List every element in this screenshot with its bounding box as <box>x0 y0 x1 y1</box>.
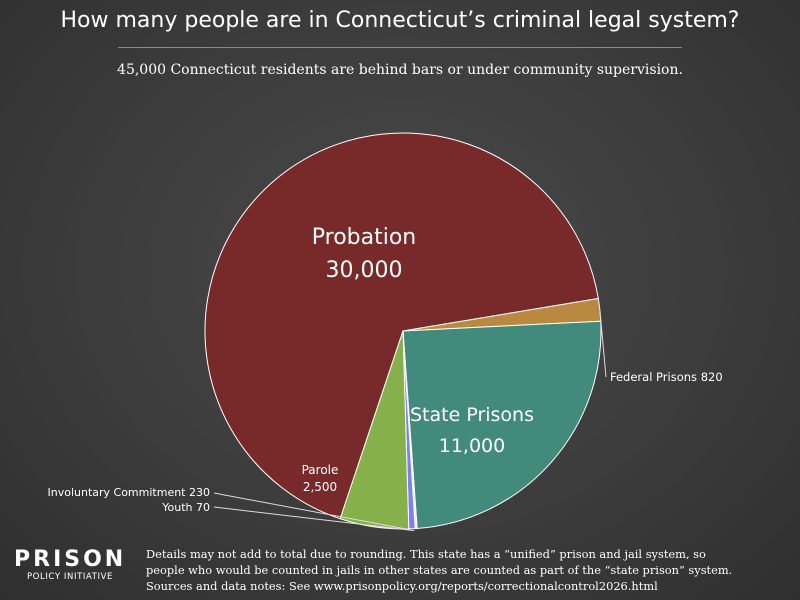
label-probation-name: Probation <box>312 225 417 250</box>
chart-subtitle: 45,000 Connecticut residents are behind … <box>117 62 683 78</box>
label-involuntary-commitment-value: 230 <box>189 486 210 499</box>
prison-policy-logo: PRISON POLICY INITIATIVE <box>14 548 126 583</box>
title-divider <box>118 47 682 48</box>
label-youth: Youth 70 <box>161 501 210 514</box>
label-parole-name: Parole <box>302 463 339 477</box>
label-federal-prisons: Federal Prisons 820 <box>610 370 723 384</box>
data-notes: Details may not add to total due to roun… <box>146 546 796 594</box>
leader-line-involuntary-commitment <box>213 492 411 531</box>
notes-line-3: Sources and data notes: See www.prisonpo… <box>146 579 658 593</box>
leader-lines <box>213 309 607 532</box>
label-state-prisons-name: State Prisons <box>410 404 534 426</box>
logo-sub-text: POLICY INITIATIVE <box>26 572 114 582</box>
label-involuntary-commitment: Involuntary Commitment 230 <box>47 486 210 499</box>
leader-line-youth <box>213 506 415 532</box>
label-federal-prisons-value: 820 <box>701 370 723 384</box>
notes-line-2: people who would be counted in jails in … <box>146 563 733 577</box>
notes-line-1: Details may not add to total due to roun… <box>146 547 706 561</box>
label-federal-prisons-name: Federal Prisons <box>610 370 697 384</box>
pie-slices <box>204 132 602 530</box>
pie-slice-probation <box>204 132 599 520</box>
label-involuntary-commitment-name: Involuntary Commitment <box>47 486 186 499</box>
label-youth-name: Youth <box>161 501 192 514</box>
leader-line-federal-prisons <box>599 309 607 378</box>
chart-title: How many people are in Connecticut’s cri… <box>60 8 740 33</box>
pie-slice-parole <box>339 330 410 530</box>
pie-slice-state-prisons <box>402 320 602 529</box>
label-parole-value: 2,500 <box>303 480 337 494</box>
label-youth-value: 70 <box>196 501 210 514</box>
label-probation-value: 30,000 <box>326 258 403 283</box>
logo-main-text: PRISON <box>14 547 127 572</box>
label-state-prisons-value: 11,000 <box>439 435 505 457</box>
